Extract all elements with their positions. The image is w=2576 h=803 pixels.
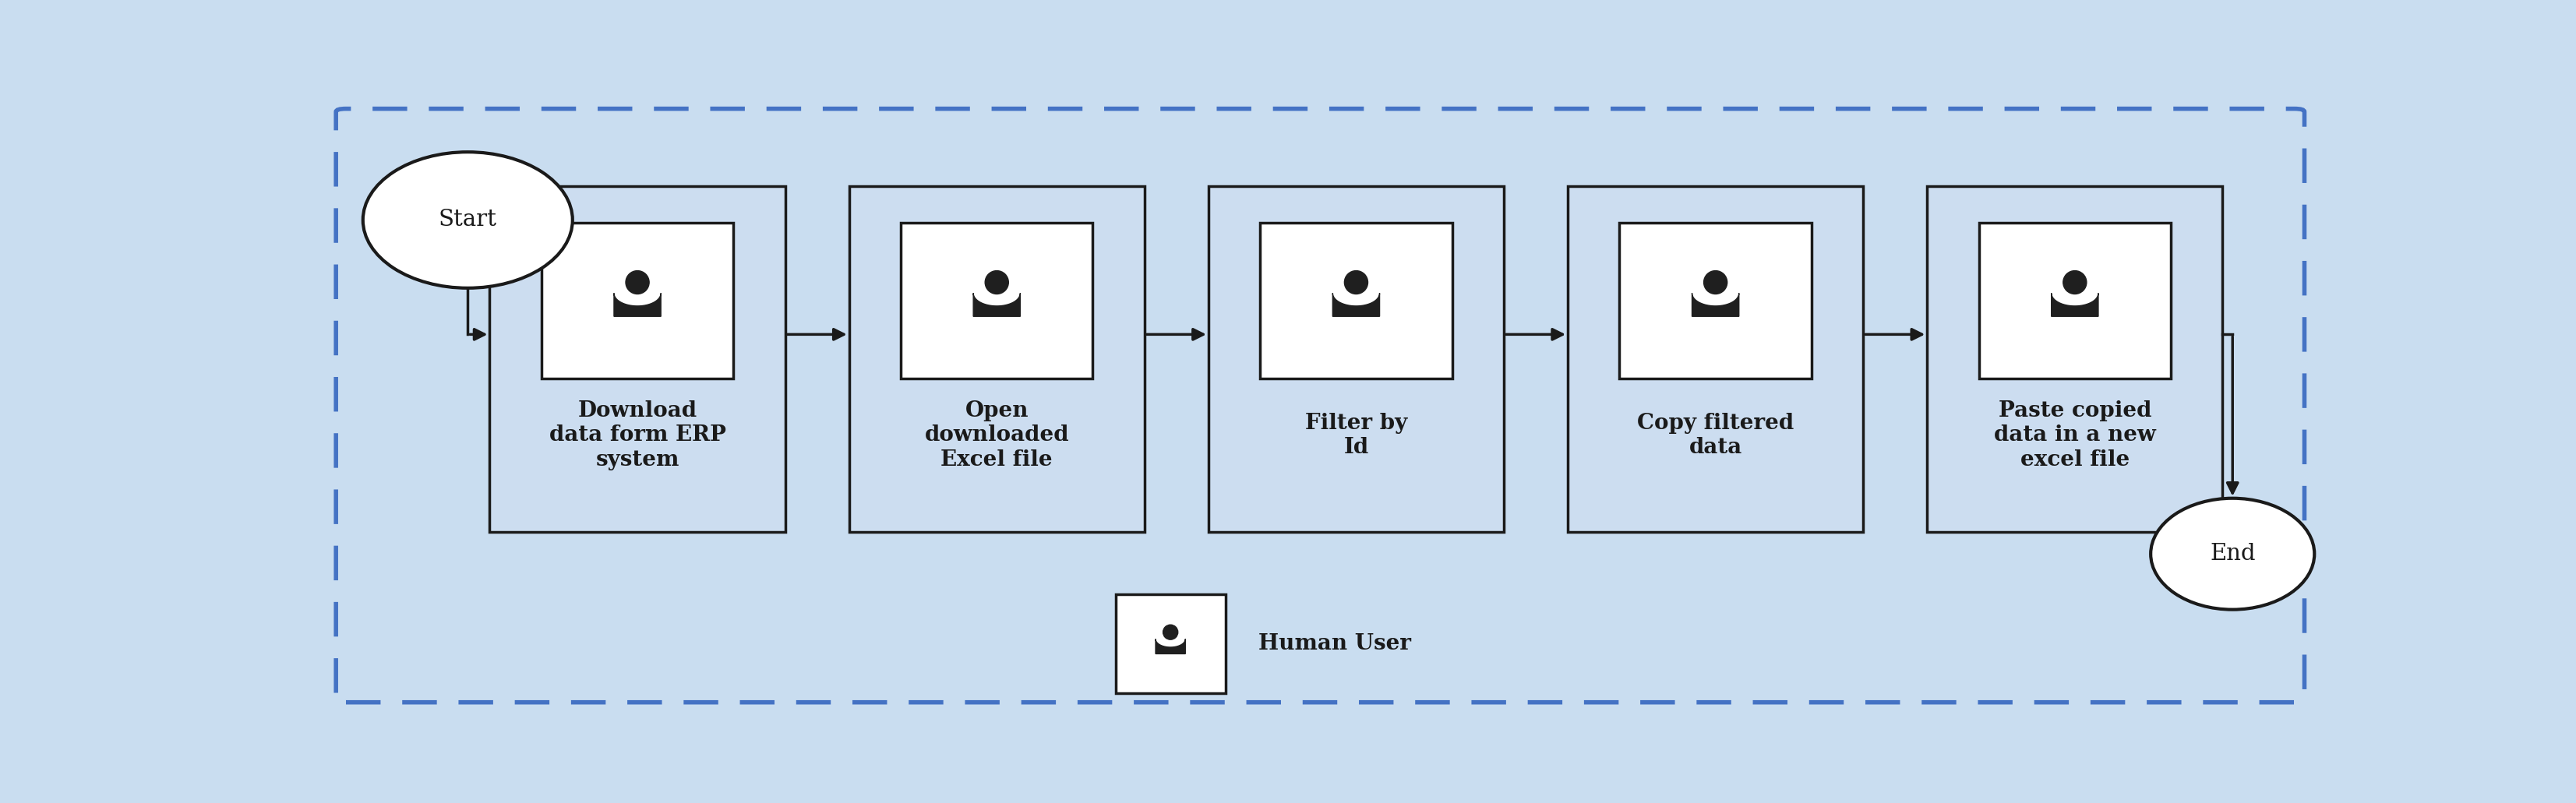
Text: Filter by
Id: Filter by Id: [1306, 413, 1406, 458]
FancyBboxPatch shape: [1260, 222, 1453, 378]
FancyBboxPatch shape: [1978, 222, 2172, 378]
Text: Download
data form ERP
system: Download data form ERP system: [549, 401, 726, 470]
FancyBboxPatch shape: [902, 222, 1092, 378]
FancyBboxPatch shape: [850, 186, 1144, 532]
Polygon shape: [1692, 293, 1739, 316]
Text: Paste copied
data in a new
excel file: Paste copied data in a new excel file: [1994, 401, 2156, 470]
Text: Copy filtered
data: Copy filtered data: [1638, 413, 1793, 458]
Polygon shape: [2050, 293, 2099, 316]
Ellipse shape: [363, 152, 572, 288]
FancyBboxPatch shape: [1115, 594, 1226, 693]
Text: Open
downloaded
Excel file: Open downloaded Excel file: [925, 401, 1069, 470]
Ellipse shape: [2151, 498, 2313, 609]
FancyBboxPatch shape: [489, 186, 786, 532]
FancyBboxPatch shape: [1569, 186, 1862, 532]
Ellipse shape: [984, 271, 1010, 294]
FancyBboxPatch shape: [1620, 222, 1811, 378]
Ellipse shape: [1345, 271, 1368, 294]
Ellipse shape: [1703, 271, 1728, 294]
Polygon shape: [974, 293, 1020, 316]
FancyBboxPatch shape: [1208, 186, 1504, 532]
Ellipse shape: [626, 271, 649, 294]
Polygon shape: [613, 293, 662, 316]
Text: Human User: Human User: [1257, 633, 1412, 654]
FancyBboxPatch shape: [541, 222, 734, 378]
Text: Start: Start: [438, 209, 497, 231]
Text: End: End: [2210, 543, 2257, 565]
Ellipse shape: [2063, 271, 2087, 294]
Polygon shape: [1157, 639, 1185, 654]
Ellipse shape: [1162, 625, 1177, 639]
Polygon shape: [1332, 293, 1381, 316]
FancyBboxPatch shape: [1927, 186, 2223, 532]
FancyBboxPatch shape: [335, 108, 2306, 703]
